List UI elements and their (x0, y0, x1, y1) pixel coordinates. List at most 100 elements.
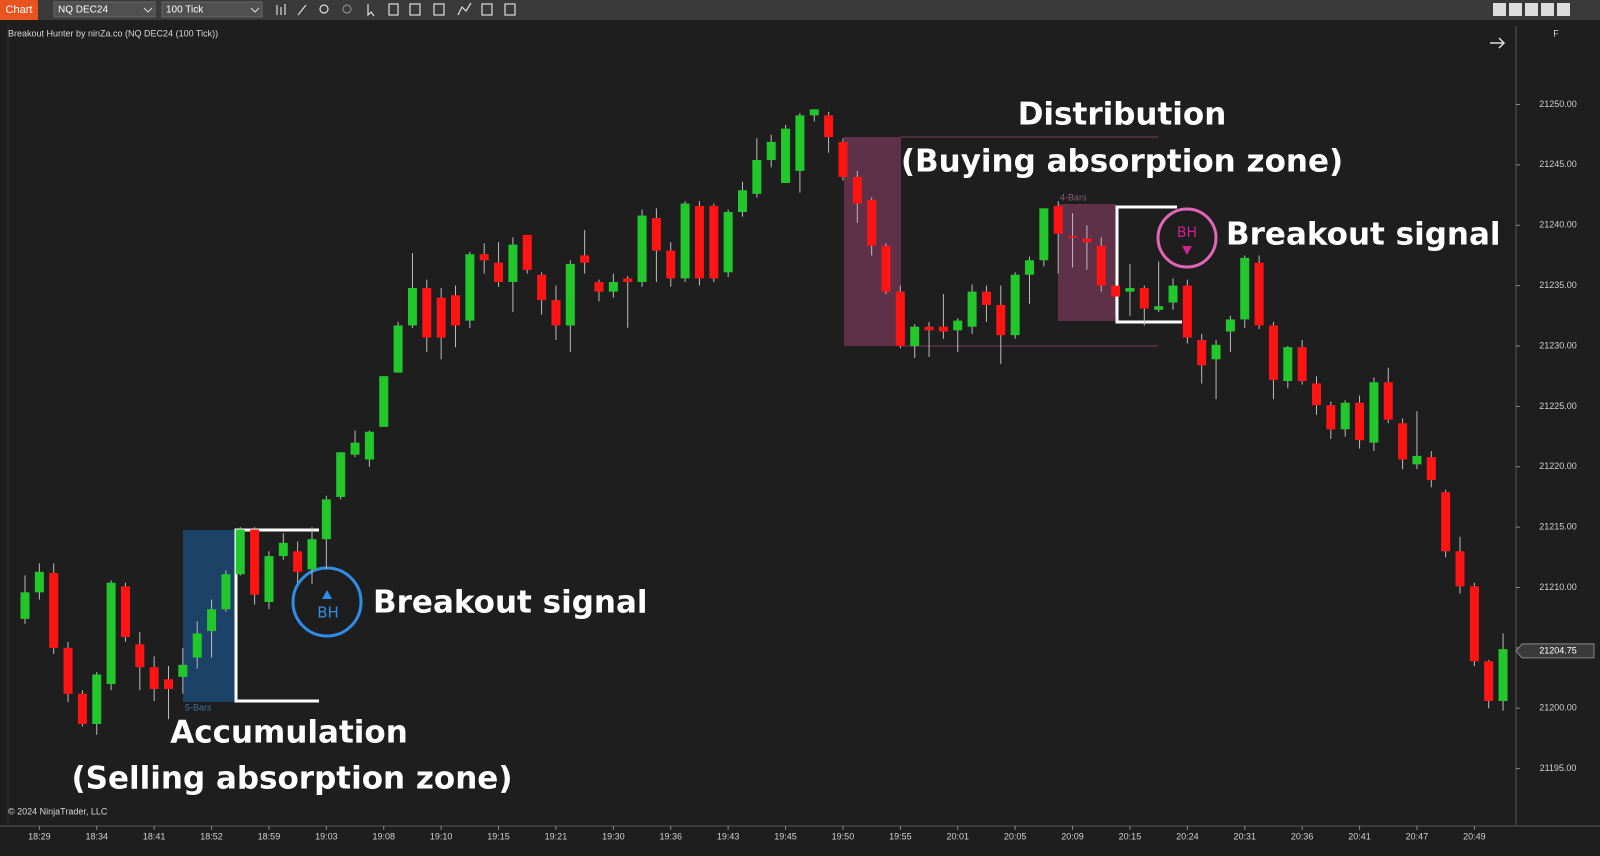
candle-body (723, 211, 733, 273)
candle-body (207, 609, 217, 631)
candle-body (838, 141, 848, 177)
candle-body (694, 205, 704, 279)
candles (20, 109, 1508, 735)
x-tick-label: 20:15 (1119, 831, 1142, 841)
candle-body (106, 582, 116, 685)
data-box-icon[interactable] (388, 3, 399, 16)
candle-body (192, 633, 202, 658)
annotation: (Selling absorption zone) (72, 761, 513, 797)
candle-body (1355, 402, 1365, 441)
x-tick-label: 19:30 (602, 831, 625, 841)
y-tick-label: 21240.00 (1539, 220, 1577, 230)
x-tick-label: 20:49 (1463, 831, 1486, 841)
chart-tab-label: Chart (6, 4, 33, 16)
x-tick-label: 18:41 (143, 831, 166, 841)
candle-body (393, 325, 403, 373)
candle-body (49, 573, 59, 648)
more-icon[interactable] (504, 3, 516, 16)
pin-button[interactable] (1525, 3, 1538, 16)
candle-body (379, 376, 389, 427)
price-axis (1516, 26, 1600, 826)
candle-body (1469, 586, 1479, 662)
tile-button[interactable] (1509, 3, 1522, 16)
x-tick-label: 19:03 (315, 831, 338, 841)
candle-body (666, 250, 676, 279)
candle-body (307, 539, 317, 570)
x-tick-label: 18:59 (258, 831, 281, 841)
strategies-icon[interactable] (457, 2, 472, 16)
chart-tab[interactable] (0, 0, 38, 20)
copyright: © 2024 NinjaTrader, LLC (8, 806, 108, 816)
y-tick-label: 21220.00 (1539, 461, 1577, 471)
draw-icon[interactable] (297, 4, 307, 16)
x-tick-label: 18:29 (28, 831, 51, 841)
bars-icon[interactable] (276, 4, 286, 15)
candle-body (494, 262, 504, 282)
properties-icon[interactable] (409, 3, 421, 16)
candle-body (451, 295, 460, 326)
candle-body (522, 234, 532, 270)
candle-body (221, 574, 231, 610)
pointer-icon[interactable] (367, 4, 375, 17)
zoom-out-icon[interactable] (342, 4, 352, 14)
candle-body (293, 551, 303, 572)
toolbar-icons (276, 2, 516, 17)
candle-body (250, 529, 260, 595)
x-tick-label: 19:50 (832, 831, 855, 841)
candle-body (766, 141, 776, 161)
candle-body (1254, 262, 1264, 326)
candle-body (364, 431, 374, 460)
candle-body (321, 499, 331, 540)
scroll-arrow[interactable] (1490, 37, 1506, 49)
signal-circle (291, 566, 363, 638)
candle-body (1268, 325, 1278, 380)
x-tick-label: 20:36 (1291, 831, 1314, 841)
candle-body (824, 115, 834, 138)
annotation: Accumulation (170, 715, 408, 751)
last-price-box (1515, 643, 1595, 659)
candle-body (465, 254, 475, 321)
x-tick-label: 19:43 (717, 831, 740, 841)
candle-body (34, 571, 44, 593)
close-button[interactable] (1557, 3, 1570, 16)
candle-body (1369, 382, 1379, 443)
x-tick-label: 20:05 (1004, 831, 1027, 841)
candle-body (1484, 661, 1494, 702)
candle-body (867, 199, 877, 246)
x-tick-label: 19:10 (430, 831, 453, 841)
instrument-label: NQ DEC24 (58, 5, 108, 16)
candle-body (981, 291, 991, 305)
minimize-button[interactable] (1493, 3, 1506, 16)
candle-body (738, 190, 747, 212)
candle-body (1068, 236, 1078, 238)
candle-body (1240, 257, 1250, 320)
templates-icon[interactable] (433, 3, 445, 16)
panel-button[interactable]: F (1553, 28, 1559, 38)
candle-body (92, 674, 102, 724)
candle-body (178, 664, 188, 677)
indicators-icon[interactable] (481, 3, 493, 16)
candle-body (1082, 238, 1092, 243)
dropdown-arrow (143, 7, 153, 13)
x-tick-label: 18:34 (85, 831, 108, 841)
candle-body (680, 203, 690, 279)
candle-body (508, 244, 518, 282)
range-bracket (234, 528, 319, 703)
candle-body (709, 205, 719, 279)
toolbar (0, 0, 1600, 20)
signal-arrow (322, 590, 332, 599)
bars-label: 5-Bars (185, 702, 212, 712)
candle-body (278, 542, 288, 557)
candle-body (1096, 245, 1106, 286)
interval-dropdown[interactable] (161, 1, 263, 18)
candle-body (1426, 457, 1436, 481)
candle-body (336, 452, 346, 497)
candle-body (537, 274, 547, 301)
y-tick-label: 21235.00 (1539, 280, 1577, 290)
candle-body (967, 291, 977, 327)
instrument-dropdown[interactable] (53, 1, 156, 18)
restore-button[interactable] (1541, 3, 1554, 16)
candle-body (809, 109, 819, 116)
candle-body (1010, 274, 1020, 336)
zoom-in-icon[interactable] (319, 4, 329, 14)
